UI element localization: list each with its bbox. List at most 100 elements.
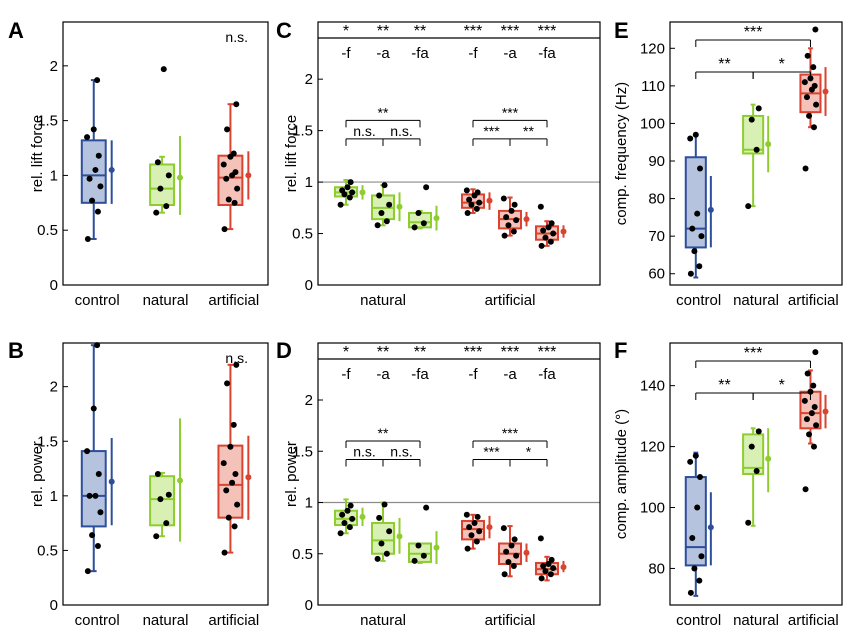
panel-letter: C: [276, 18, 292, 43]
top-star: *: [343, 344, 349, 361]
data-point: [163, 203, 170, 210]
iqr-box: [742, 114, 765, 155]
data-point: [802, 486, 809, 493]
bracket-label: *: [779, 56, 785, 73]
panel-letter: D: [276, 338, 292, 363]
data-point: [505, 558, 512, 565]
mean-marker: [433, 544, 440, 551]
y-tick-label: 140: [640, 378, 665, 395]
panel-c: C * ** ** *** *** ***-f -a -fa -f -a -fa**n.s. n.s.*…: [276, 18, 601, 309]
y-tick-label: 80: [648, 560, 665, 577]
y-tick-label: 0: [50, 597, 58, 614]
data-point: [537, 535, 544, 542]
box-natural-a: [371, 182, 403, 229]
box-artificial-a: [498, 195, 530, 239]
y-tick-label: 1.5: [292, 443, 313, 460]
box-natural: [742, 103, 772, 210]
data-point: [411, 224, 418, 231]
data-point: [550, 565, 557, 572]
data-point: [811, 403, 818, 410]
data-point: [165, 491, 172, 498]
y-tick-label: 1: [50, 167, 58, 184]
data-point: [231, 199, 238, 206]
mean-marker: [765, 141, 772, 148]
box-artificial: [799, 26, 829, 172]
data-point: [165, 172, 172, 179]
bracket-label: **: [718, 377, 730, 394]
data-point: [808, 410, 815, 417]
data-point: [346, 524, 353, 531]
data-point: [501, 232, 508, 239]
data-point: [347, 179, 354, 186]
data-point: [547, 238, 554, 245]
data-point: [748, 443, 755, 450]
data-point: [508, 542, 515, 549]
y-tick-label: 100: [640, 115, 665, 132]
data-point: [224, 380, 231, 387]
data-point: [466, 524, 473, 531]
top-star: ***: [464, 23, 483, 40]
data-point: [420, 552, 427, 559]
mean-marker: [707, 206, 714, 213]
data-point: [698, 553, 705, 560]
data-point: [231, 523, 238, 530]
mean-marker: [560, 564, 567, 571]
y-tick-label: 2: [305, 392, 313, 409]
data-point: [154, 159, 161, 166]
y-tick-label: 1.5: [37, 433, 58, 450]
data-point: [687, 270, 694, 277]
data-point: [463, 187, 470, 194]
axes-frame: [317, 21, 601, 286]
y-tick-label: 60: [648, 266, 665, 283]
bracket-label: ***: [502, 425, 519, 441]
box-artificial-fa: [535, 535, 567, 582]
data-point: [89, 197, 96, 204]
top-star: **: [377, 344, 389, 361]
data-point: [810, 124, 817, 131]
data-point: [503, 548, 510, 555]
data-point: [468, 201, 475, 208]
top-star: ***: [501, 344, 520, 361]
y-tick-label: 110: [641, 78, 665, 95]
x-category-label: artificial: [788, 292, 839, 309]
data-point: [381, 501, 388, 508]
mean-marker: [523, 549, 530, 556]
condition-label: -f: [468, 366, 478, 383]
data-point: [696, 263, 703, 270]
x-category-label: control: [676, 292, 721, 309]
data-point: [505, 222, 512, 229]
y-axis-label: rel. power: [283, 441, 300, 507]
mean-marker: [765, 455, 772, 462]
top-star: ***: [538, 344, 557, 361]
data-point: [92, 166, 99, 173]
data-point: [378, 540, 385, 547]
y-tick-label: 2: [50, 58, 58, 75]
condition-label: -fa: [538, 45, 556, 62]
data-point: [748, 116, 755, 123]
data-point: [547, 571, 554, 578]
data-point: [468, 532, 475, 539]
data-point: [415, 542, 422, 549]
data-point: [753, 467, 760, 474]
data-point: [221, 226, 228, 233]
box-natural-fa: [408, 184, 440, 231]
data-point: [90, 405, 97, 412]
bracket-label: n.s.: [353, 123, 376, 139]
data-point: [337, 201, 344, 208]
data-point: [89, 532, 96, 539]
box-artificial-f: [461, 511, 493, 552]
data-point: [154, 471, 161, 477]
data-point: [341, 520, 348, 526]
data-point: [94, 77, 101, 84]
data-point: [538, 575, 545, 582]
box-artificial: [217, 101, 252, 233]
data-point: [339, 187, 346, 194]
data-point: [221, 549, 228, 556]
data-point: [423, 504, 430, 511]
data-point: [163, 520, 170, 527]
mean-marker: [822, 408, 829, 415]
data-point: [411, 557, 418, 564]
data-point: [344, 184, 351, 191]
